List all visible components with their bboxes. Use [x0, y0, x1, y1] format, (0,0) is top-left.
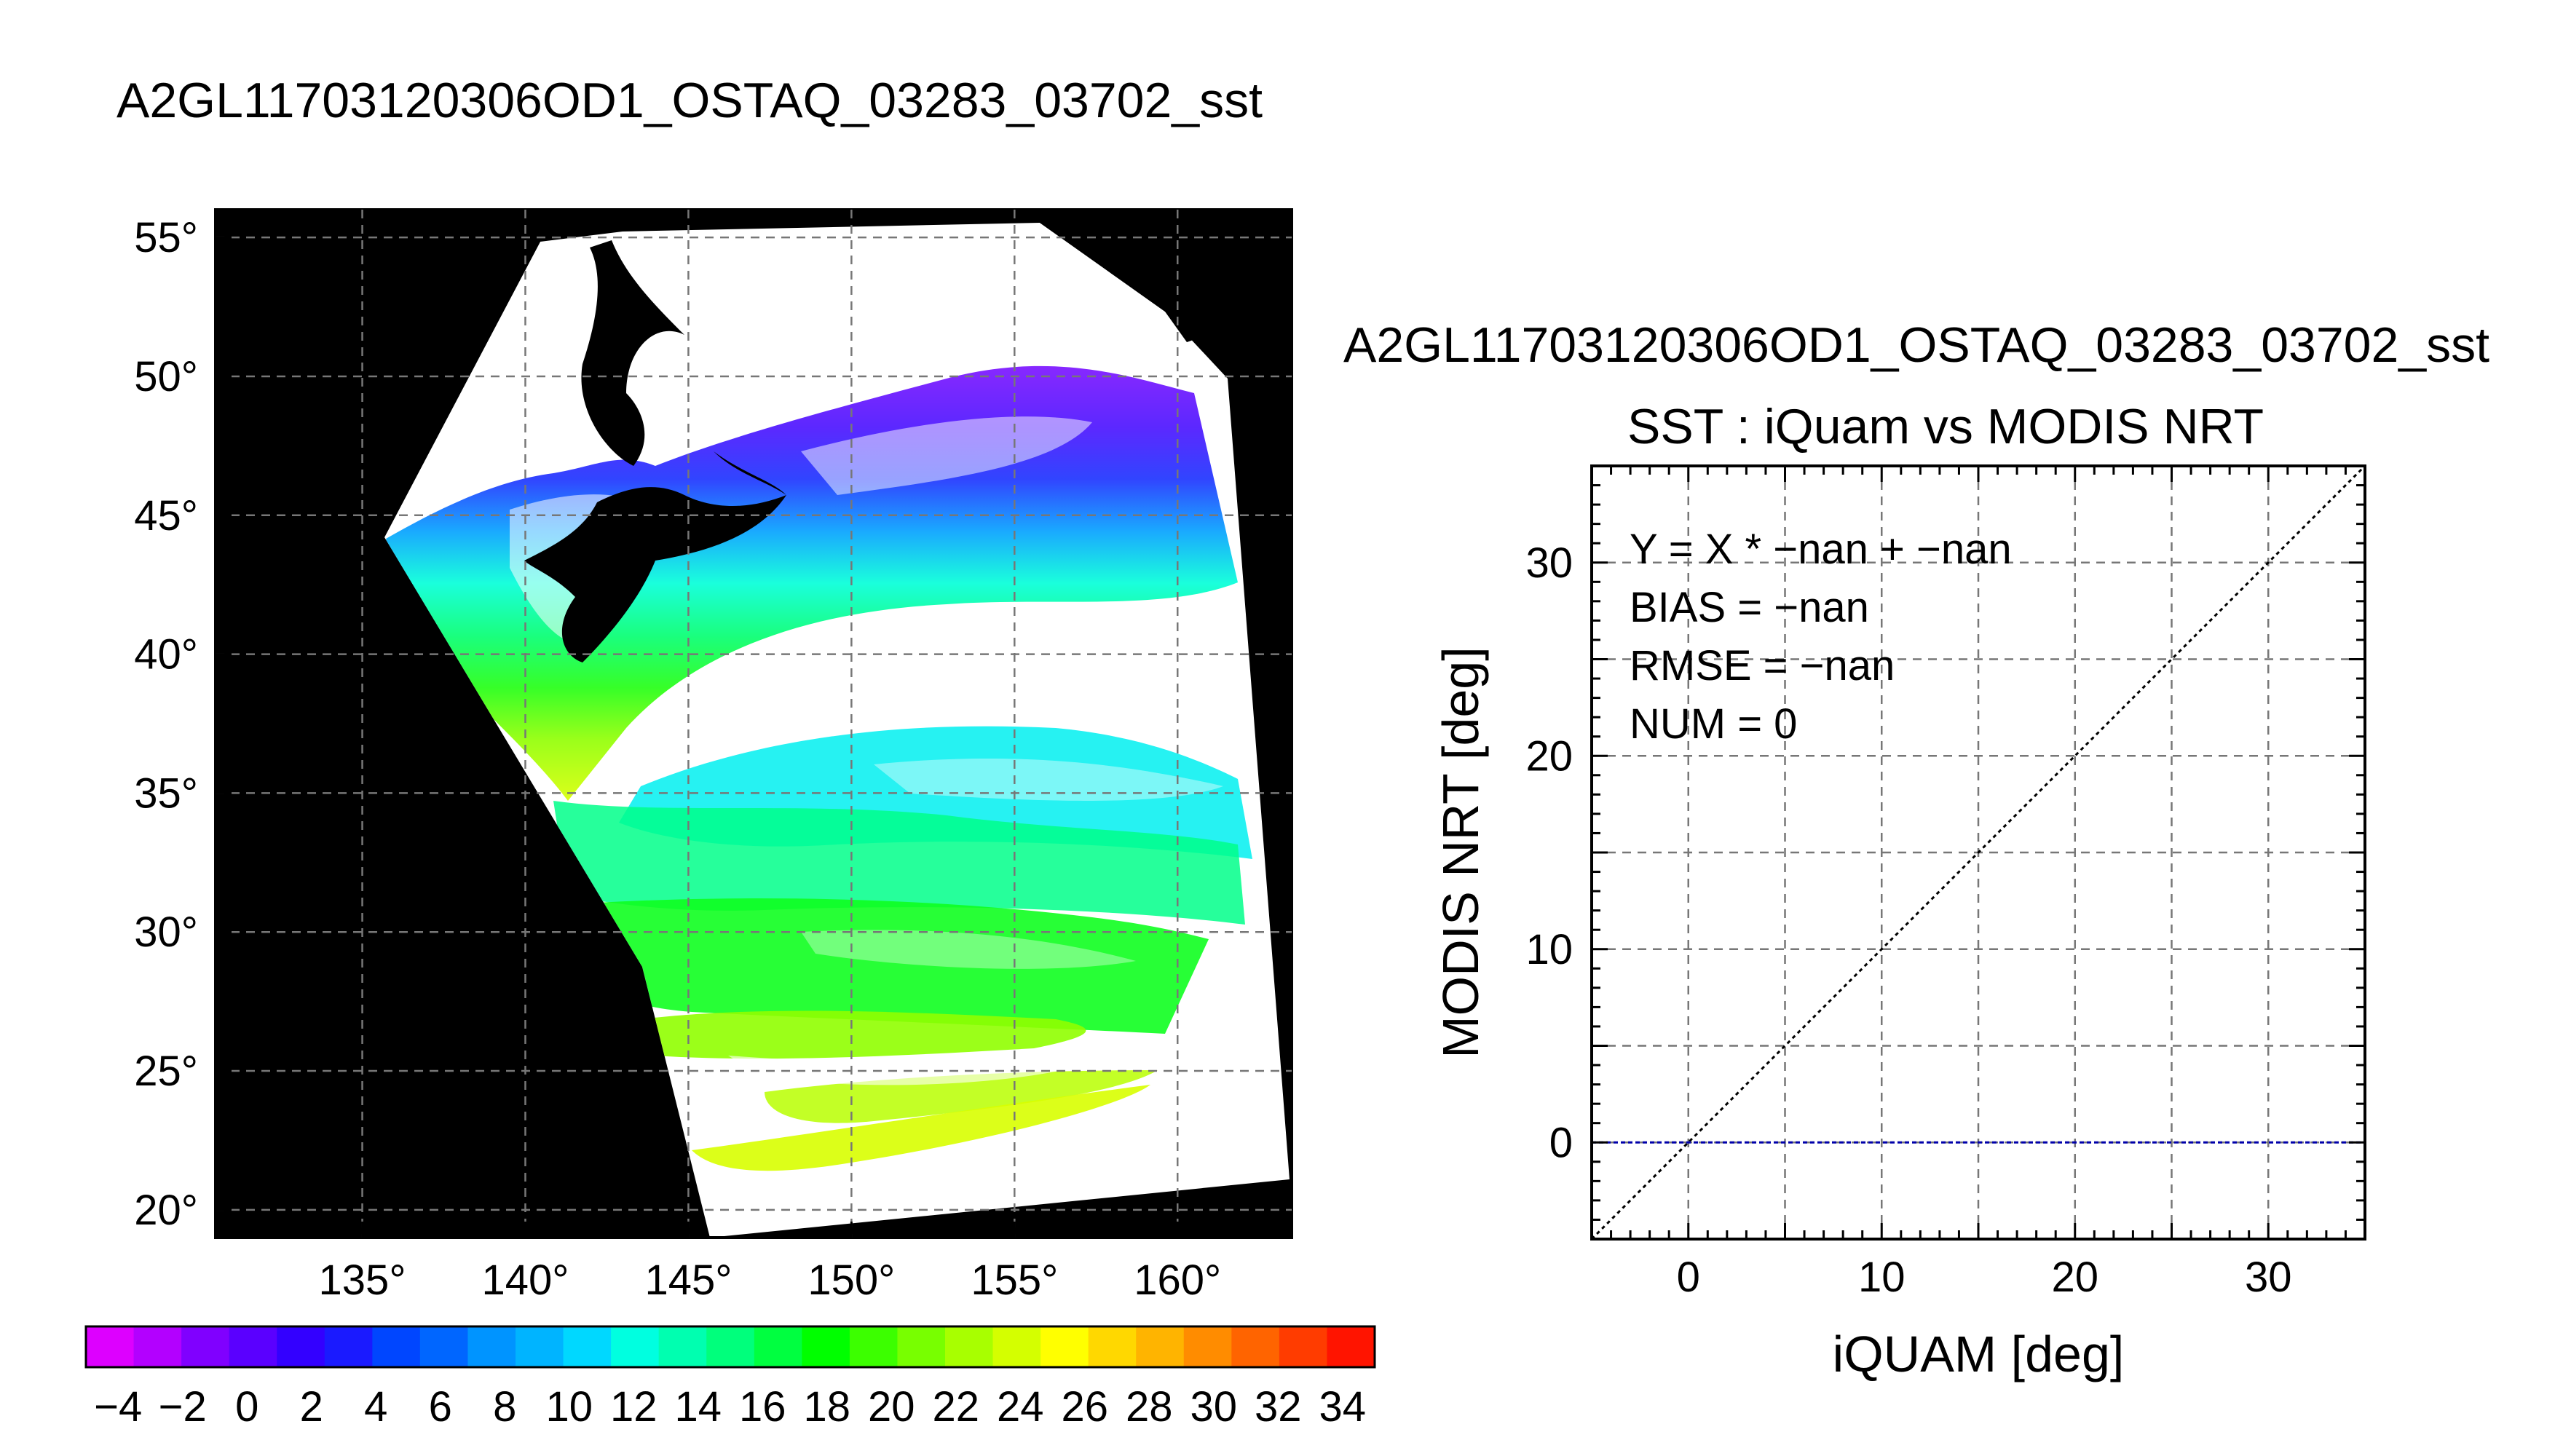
map-longitude-ticks: 135° 140° 145° 150° 155° 160° — [319, 1222, 1221, 1304]
map-lon-tick-label: 140° — [482, 1257, 569, 1304]
scatter-stat-line: RMSE = −nan — [1630, 642, 1895, 689]
colorbar-segment — [372, 1326, 421, 1367]
scatter-y-tick-label: 10 — [1525, 926, 1573, 973]
scatter-chart-title: SST : iQuam vs MODIS NRT — [1627, 399, 2264, 454]
scatter-stat-line: BIAS = −nan — [1630, 584, 1869, 631]
colorbar-label: 12 — [610, 1383, 657, 1431]
colorbar-segment — [419, 1326, 469, 1367]
colorbar-label: 16 — [739, 1383, 786, 1431]
colorbar-segment — [802, 1326, 850, 1367]
map-lon-tick-label: 150° — [807, 1257, 895, 1304]
colorbar-label: −4 — [94, 1383, 142, 1431]
colorbar-label: 4 — [364, 1383, 387, 1431]
map-lon-tick-label: 160° — [1134, 1257, 1221, 1304]
one-to-one-line — [1590, 464, 2366, 1241]
colorbar-label: 28 — [1126, 1383, 1173, 1431]
colorbar-segment — [945, 1326, 994, 1367]
colorbar-label: 10 — [545, 1383, 593, 1431]
colorbar-segment — [133, 1326, 182, 1367]
colorbar-segment — [563, 1326, 612, 1367]
colorbar-segment — [611, 1326, 660, 1367]
colorbar-label: 2 — [300, 1383, 323, 1431]
colorbar-label: −2 — [159, 1383, 207, 1431]
colorbar-segment — [658, 1326, 707, 1367]
scatter-y-tick-label: 30 — [1525, 539, 1573, 587]
colorbar-label: 22 — [932, 1383, 979, 1431]
scatter-stats: Y = X * −nan + −nan BIAS = −nan RMSE = −na… — [1630, 526, 2012, 748]
colorbar-segment — [277, 1326, 325, 1367]
colorbar-segment — [1183, 1326, 1232, 1367]
colorbar-segment — [1279, 1326, 1328, 1367]
map-title: A2GL11703120306OD1_OSTAQ_03283_03702_sst — [117, 73, 1263, 128]
colorbar-label: 20 — [868, 1383, 915, 1431]
scatter-x-tick-label: 20 — [2051, 1254, 2098, 1301]
colorbar-frame — [84, 1325, 1376, 1369]
map-lat-tick-label: 30° — [134, 909, 198, 956]
colorbar-label: 8 — [493, 1383, 516, 1431]
map-lat-tick-label: 40° — [134, 631, 198, 678]
map-lat-tick-label: 20° — [134, 1187, 198, 1234]
scatter-file-title: A2GL11703120306OD1_OSTAQ_03283_03702_sst — [1343, 317, 2489, 373]
map-lat-tick-label: 25° — [134, 1048, 198, 1095]
map-lon-tick-label: 155° — [971, 1257, 1058, 1304]
colorbar-segment — [86, 1326, 135, 1367]
colorbar-label: 0 — [235, 1383, 258, 1431]
colorbar-segment — [1327, 1326, 1375, 1367]
scatter-x-tick-label: 10 — [1858, 1254, 1906, 1301]
map-lat-tick-label: 45° — [134, 492, 198, 539]
colorbar-label: 26 — [1061, 1383, 1108, 1431]
colorbar-label: 14 — [674, 1383, 722, 1431]
scatter-stat-line: Y = X * −nan + −nan — [1630, 526, 2012, 573]
colorbar-segment — [229, 1326, 277, 1367]
colorbar-segment — [897, 1326, 946, 1367]
colorbar-label: 24 — [997, 1383, 1044, 1431]
scatter-ticks: 0 10 20 30 0 10 20 30 — [1525, 466, 2365, 1301]
colorbar-label: 6 — [429, 1383, 452, 1431]
map-frame — [214, 208, 1293, 1239]
colorbar-label: 34 — [1319, 1383, 1366, 1431]
map-lat-tick-label: 50° — [134, 353, 198, 400]
colorbar-segment — [1136, 1326, 1185, 1367]
colorbar-segment — [1088, 1326, 1137, 1367]
land-sakhalin — [581, 240, 684, 466]
scatter-stat-line: NUM = 0 — [1630, 700, 1797, 748]
sst-colorbar: −4 −2 0 2 4 6 8 10 12 14 16 18 20 22 24 26 28 30 32 34 — [84, 1325, 1376, 1431]
scatter-lines — [1590, 464, 2366, 1241]
land-japan — [524, 487, 786, 662]
scatter-y-tick-label: 0 — [1549, 1119, 1573, 1166]
land-hokkaido — [714, 451, 786, 495]
colorbar-segment — [1231, 1326, 1280, 1367]
colorbar-segment — [992, 1326, 1041, 1367]
map-lon-tick-label: 145° — [644, 1257, 732, 1304]
colorbar-segment — [181, 1326, 230, 1367]
scatter-x-tick-label: 0 — [1677, 1254, 1700, 1301]
colorbar-segment — [706, 1326, 755, 1367]
scatter-x-tick-label: 30 — [2245, 1254, 2292, 1301]
map-lat-tick-label: 35° — [134, 769, 198, 817]
scatter-frame — [1590, 464, 2366, 1241]
colorbar-label: 32 — [1255, 1383, 1302, 1431]
colorbar-segment — [324, 1326, 373, 1367]
colorbar-label: 30 — [1190, 1383, 1237, 1431]
colorbar-segment — [849, 1326, 899, 1367]
scatter-y-tick-label: 20 — [1525, 732, 1573, 780]
map-latitude-ticks: 55° 50° 45° 40° 35° 30° 25° 20° — [134, 214, 232, 1234]
colorbar-segment — [516, 1326, 564, 1367]
map-grid — [216, 210, 1292, 1238]
x-axis-label: iQUAM [deg] — [1833, 1326, 2125, 1382]
colorbar-segment — [1040, 1326, 1089, 1367]
colorbar-label: 18 — [803, 1383, 850, 1431]
map-lon-tick-label: 135° — [319, 1257, 406, 1304]
colorbar-segment — [467, 1326, 516, 1367]
y-axis-label: MODIS NRT [deg] — [1432, 646, 1489, 1058]
land-japan-sea-coast — [216, 210, 540, 537]
colorbar-segment — [754, 1326, 802, 1367]
map-lat-tick-label: 55° — [134, 214, 198, 261]
land-kamchatka — [1034, 210, 1292, 342]
